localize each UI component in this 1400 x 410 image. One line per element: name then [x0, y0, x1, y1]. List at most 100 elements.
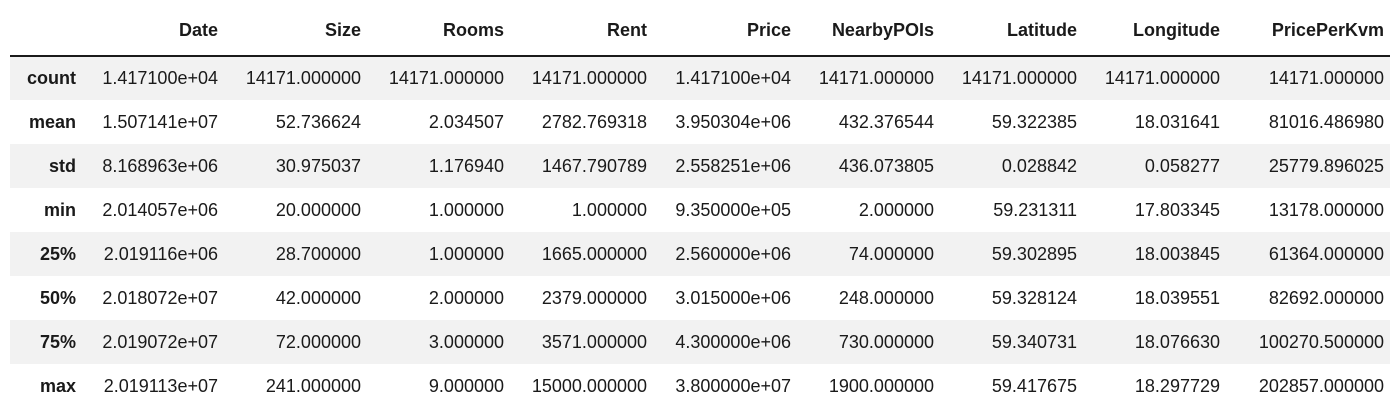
table-cell: 3571.000000 [541, 331, 647, 352]
table-row: 75% 2.019072e+07 72.000000 3.000000 3571.000… [10, 320, 1390, 364]
table-cell: 52.736624 [275, 111, 361, 132]
column-header-latitude: Latitude [940, 6, 1083, 57]
header-row: Date Size Rooms Rent Price NearbyPOIs La… [10, 6, 1390, 57]
table-cell: 59.231311 [993, 199, 1077, 220]
table-cell: 20.000000 [275, 199, 361, 220]
table-cell: 14171.000000 [1104, 68, 1220, 88]
table-cell: 0.058277 [1144, 155, 1220, 176]
column-header-priceperkvm: PricePerKvm [1226, 6, 1390, 57]
table-cell: 1900.000000 [828, 375, 934, 396]
table-cell: 14171.000000 [388, 68, 504, 88]
table-cell: 0.028842 [1001, 155, 1077, 176]
table-row: max 2.019113e+07 241.000000 9.000000 15000.0… [10, 364, 1390, 408]
column-header-rent: Rent [510, 6, 653, 57]
table-header: Date Size Rooms Rent Price NearbyPOIs La… [10, 6, 1390, 57]
table-cell: 18.039551 [1134, 287, 1220, 308]
table-cell: 432.376544 [838, 111, 934, 132]
table-cell: 1.000000 [571, 199, 647, 220]
table-cell: 1.507141e+07 [102, 111, 218, 132]
table-cell: 72.000000 [275, 331, 361, 352]
row-label: mean [28, 111, 76, 132]
table-cell: 28.700000 [275, 243, 361, 264]
table-cell: 59.322385 [991, 111, 1077, 132]
row-label: 50% [39, 287, 76, 308]
table-cell: 14171.000000 [961, 68, 1077, 88]
table-cell: 1.000000 [428, 243, 504, 264]
table-cell: 61364.000000 [1268, 243, 1384, 264]
row-label: 25% [39, 243, 76, 264]
column-header-longitude: Longitude [1083, 6, 1226, 57]
table-cell: 42.000000 [275, 287, 361, 308]
table-row: mean 1.507141e+07 52.736624 2.034507 2782.76… [10, 100, 1390, 144]
table-cell: 248.000000 [838, 287, 934, 308]
table-cell: 2.000000 [858, 199, 934, 220]
table-cell: 1467.790789 [541, 155, 647, 176]
table-cell: 2782.769318 [541, 111, 647, 132]
row-label: max [39, 375, 76, 396]
table-cell: 59.328124 [991, 287, 1077, 308]
table-cell: 2.000000 [428, 287, 504, 308]
table-cell: 2.018072e+07 [102, 287, 218, 308]
table-cell: 1.176940 [428, 155, 504, 176]
table-row: min 2.014057e+06 20.000000 1.000000 1.000000… [10, 188, 1390, 232]
table-cell: 1.000000 [428, 199, 504, 220]
table-cell: 18.076630 [1134, 331, 1220, 352]
table-cell: 14171.000000 [531, 68, 647, 88]
column-header-price: Price [653, 6, 797, 57]
table-cell: 3.000000 [428, 331, 504, 352]
table-cell: 14171.000000 [245, 68, 361, 88]
row-label: 75% [39, 331, 76, 352]
table-cell: 18.297729 [1134, 375, 1220, 396]
column-header-date: Date [82, 6, 224, 57]
column-header-size: Size [224, 6, 367, 57]
table-row: std 8.168963e+06 30.975037 1.176940 1467.790… [10, 144, 1390, 188]
dataframe-container: Date Size Rooms Rent Price NearbyPOIs La… [10, 6, 1390, 408]
table-cell: 59.417675 [991, 375, 1077, 396]
table-cell: 3.015000e+06 [675, 287, 791, 308]
describe-table: Date Size Rooms Rent Price NearbyPOIs La… [10, 6, 1390, 408]
row-label: min [43, 199, 76, 220]
column-header-nearbypois: NearbyPOIs [797, 6, 940, 57]
table-cell: 2.560000e+06 [675, 243, 791, 264]
table-cell: 2.014057e+06 [102, 199, 218, 220]
table-cell: 1665.000000 [541, 243, 647, 264]
table-cell: 241.000000 [265, 375, 361, 396]
table-cell: 82692.000000 [1268, 287, 1384, 308]
table-cell: 9.000000 [428, 375, 504, 396]
table-cell: 8.168963e+06 [102, 155, 218, 176]
table-cell: 436.073805 [838, 155, 934, 176]
table-cell: 1.417100e+04 [675, 68, 791, 88]
table-row: 50% 2.018072e+07 42.000000 2.000000 2379.000… [10, 276, 1390, 320]
table-cell: 1.417100e+04 [102, 68, 218, 88]
table-cell: 100270.500000 [1258, 331, 1384, 352]
row-label: count [27, 68, 76, 88]
table-cell: 2.034507 [428, 111, 504, 132]
table-cell: 2.019116e+06 [103, 243, 218, 264]
table-cell: 2.019113e+07 [103, 375, 218, 396]
table-cell: 18.003845 [1134, 243, 1220, 264]
table-cell: 2.558251e+06 [675, 155, 791, 176]
table-cell: 14171.000000 [1268, 68, 1384, 88]
table-cell: 59.340731 [991, 331, 1077, 352]
column-header-index [10, 6, 82, 57]
table-cell: 59.302895 [991, 243, 1077, 264]
table-cell: 18.031641 [1134, 111, 1220, 132]
table-cell: 202857.000000 [1258, 375, 1384, 396]
table-cell: 17.803345 [1134, 199, 1220, 220]
table-row: 25% 2.019116e+06 28.700000 1.000000 1665.000… [10, 232, 1390, 276]
table-cell: 3.800000e+07 [675, 375, 791, 396]
table-cell: 13178.000000 [1268, 199, 1384, 220]
table-row: count 1.417100e+04 14171.000000 14171.00000… [10, 56, 1390, 100]
table-cell: 730.000000 [838, 331, 934, 352]
table-cell: 2379.000000 [541, 287, 647, 308]
table-cell: 15000.000000 [531, 375, 647, 396]
table-cell: 25779.896025 [1268, 155, 1384, 176]
table-cell: 2.019072e+07 [102, 331, 218, 352]
table-cell: 4.300000e+06 [675, 331, 791, 352]
table-cell: 30.975037 [275, 155, 361, 176]
table-cell: 74.000000 [848, 243, 934, 264]
table-cell: 14171.000000 [818, 68, 934, 88]
column-header-rooms: Rooms [367, 6, 510, 57]
table-cell: 9.350000e+05 [675, 199, 791, 220]
table-cell: 3.950304e+06 [675, 111, 791, 132]
